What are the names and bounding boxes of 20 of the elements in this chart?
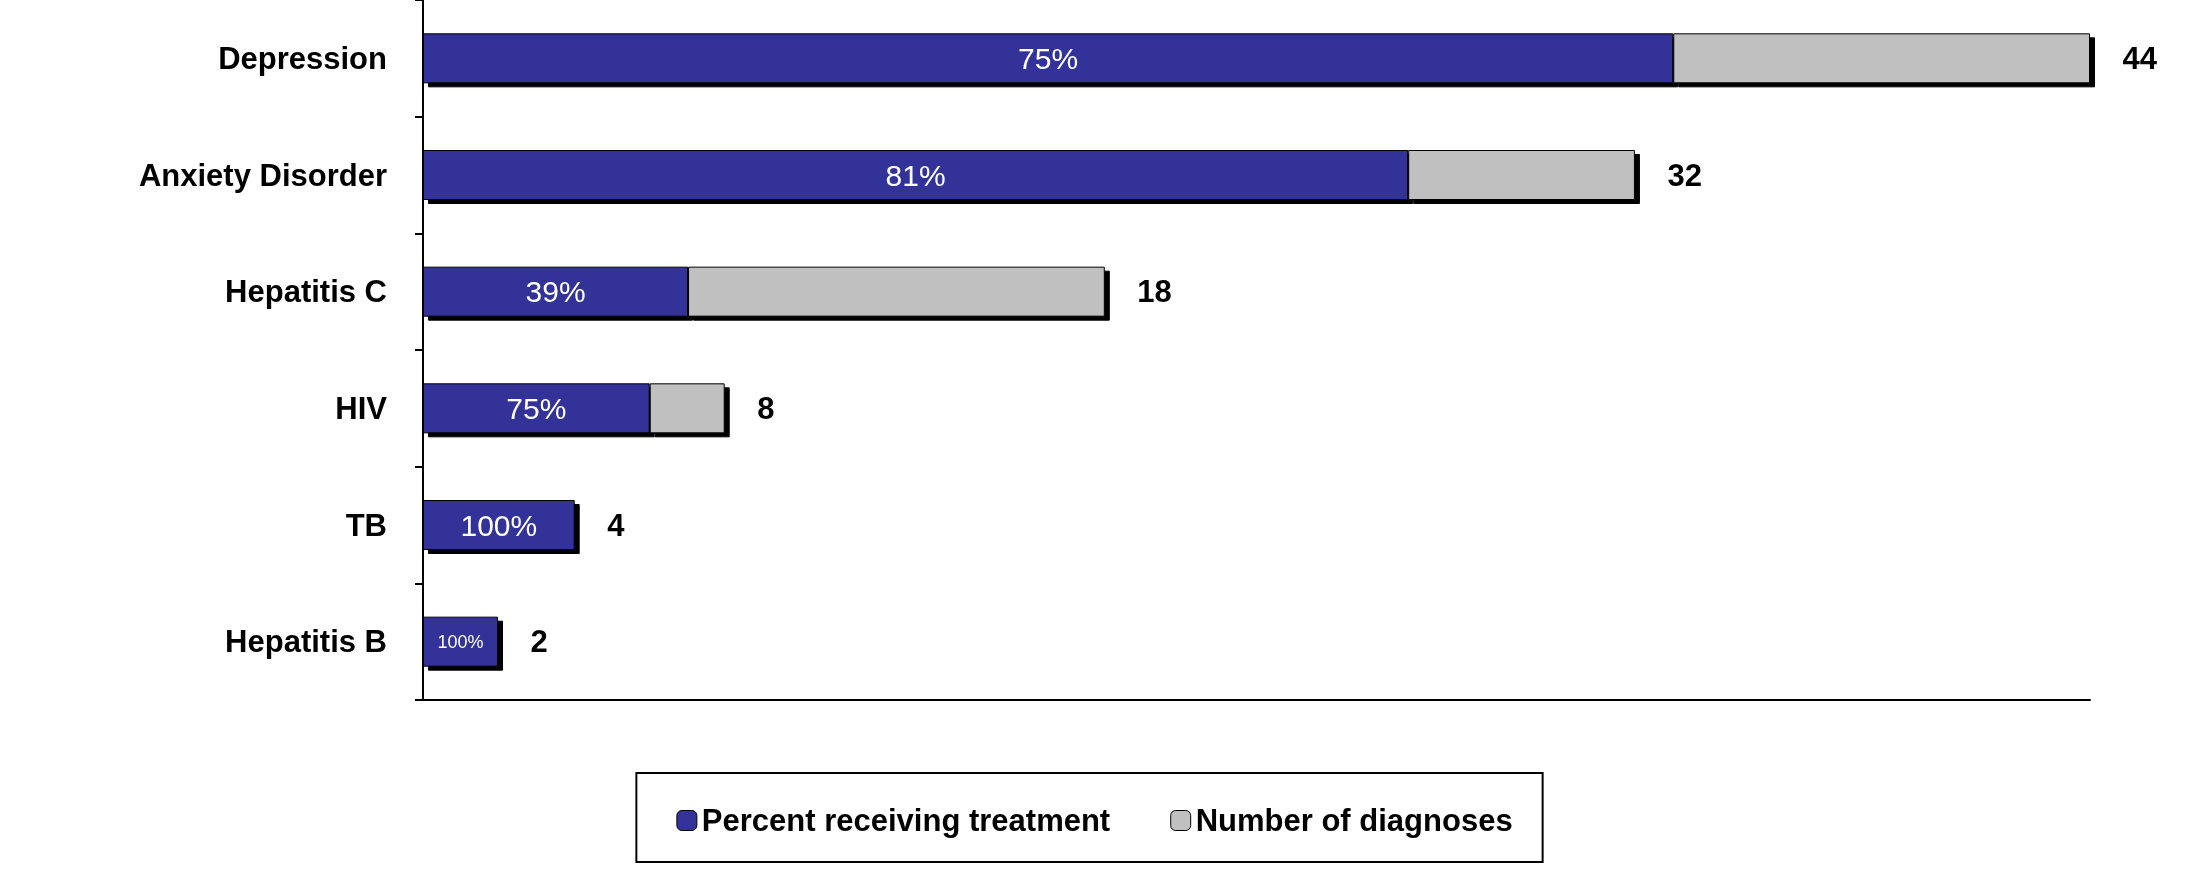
annotation: 4 (607, 507, 626, 543)
y-tick-label: Anxiety Disorder (138, 157, 387, 193)
annotation: 18 (1137, 274, 1172, 310)
legend-label: Percent receiving treatment (701, 803, 1111, 838)
y-tick-label: Depression (218, 40, 387, 76)
annotation: 75% (506, 391, 567, 425)
legend-label: Number of diagnoses (1195, 803, 1513, 838)
annotation: 8 (757, 390, 775, 426)
y-tick-label: TB (345, 507, 387, 543)
annotation: 75% (1018, 41, 1079, 75)
annotation: 2 (530, 624, 548, 660)
annotation: 100% (460, 508, 538, 542)
annotation: 100% (437, 631, 484, 652)
annotation: 32 (1667, 157, 1702, 193)
annotation: 44 (2122, 40, 2158, 76)
annotation: 39% (525, 275, 586, 309)
y-tick-label: Hepatitis C (225, 274, 387, 310)
annotation: 81% (885, 158, 946, 192)
y-tick-label: HIV (335, 390, 388, 426)
y-tick-label: Hepatitis B (225, 624, 387, 660)
